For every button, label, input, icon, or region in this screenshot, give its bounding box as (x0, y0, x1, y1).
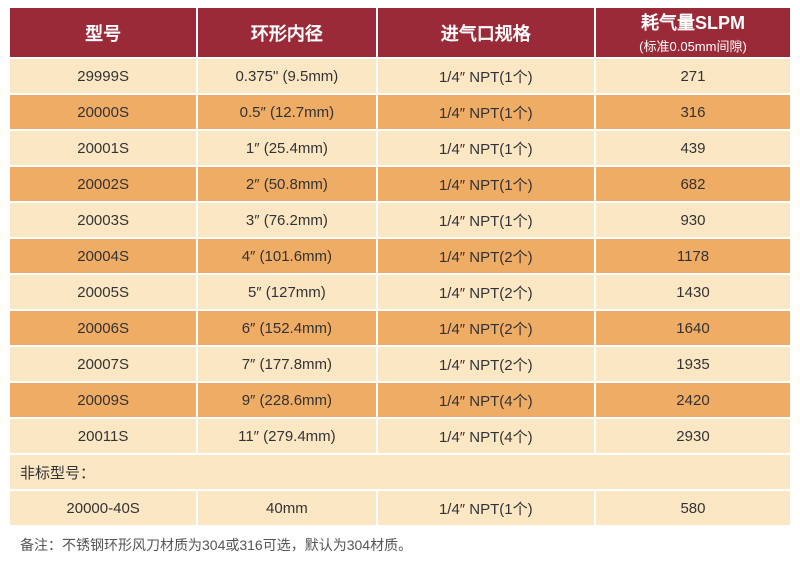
cell: 0.5″ (12.7mm) (197, 94, 376, 130)
cell: 11″ (279.4mm) (197, 418, 376, 454)
cell: 1/4″ NPT(1个) (377, 202, 595, 238)
cell: 1/4″ NPT(1个) (377, 166, 595, 202)
cell: 20002S (10, 166, 197, 202)
cell: 1935 (595, 346, 790, 382)
cell: 1/4″ NPT(4个) (377, 418, 595, 454)
cell: 0.375" (9.5mm) (197, 58, 376, 94)
cell: 580 (595, 490, 790, 526)
cell: 271 (595, 58, 790, 94)
cell: 1/4″ NPT(2个) (377, 238, 595, 274)
cell: 20006S (10, 310, 197, 346)
header-sublabel: (标准0.05mm间隙) (639, 39, 747, 54)
table-row: 20011S11″ (279.4mm)1/4″ NPT(4个)2930 (10, 418, 790, 454)
table-row: 20006S6″ (152.4mm)1/4″ NPT(2个)1640 (10, 310, 790, 346)
cell: 20001S (10, 130, 197, 166)
cell: 29999S (10, 58, 197, 94)
cell: 439 (595, 130, 790, 166)
cell: 316 (595, 94, 790, 130)
header-cell-inlet: 进气口规格 (377, 8, 595, 58)
cell: 3″ (76.2mm) (197, 202, 376, 238)
cell: 7″ (177.8mm) (197, 346, 376, 382)
cell: 9″ (228.6mm) (197, 382, 376, 418)
non-standard-label-row: 非标型号： (10, 454, 790, 490)
header-label: 耗气量SLPM (641, 13, 745, 33)
cell: 20000S (10, 94, 197, 130)
cell: 20005S (10, 274, 197, 310)
cell: 4″ (101.6mm) (197, 238, 376, 274)
header-label: 型号 (85, 24, 121, 44)
cell: 5″ (127mm) (197, 274, 376, 310)
cell: 682 (595, 166, 790, 202)
cell: 20007S (10, 346, 197, 382)
cell: 1/4″ NPT(2个) (377, 310, 595, 346)
cell: 1/4″ NPT(4个) (377, 382, 595, 418)
cell: 1/4″ NPT(2个) (377, 274, 595, 310)
table-body: 29999S0.375" (9.5mm)1/4″ NPT(1个)27120000… (10, 58, 790, 526)
table-row: 20001S1″ (25.4mm)1/4″ NPT(1个)439 (10, 130, 790, 166)
footnote: 备注：不锈钢环形风刀材质为304或316可选，默认为304材质。 (10, 527, 790, 559)
cell: 20000-40S (10, 490, 197, 526)
table-row: 20002S2″ (50.8mm)1/4″ NPT(1个)682 (10, 166, 790, 202)
non-standard-label: 非标型号： (10, 454, 790, 490)
cell: 20003S (10, 202, 197, 238)
table-row: 29999S0.375" (9.5mm)1/4″ NPT(1个)271 (10, 58, 790, 94)
spec-table-container: 型号 环形内径 进气口规格 耗气量SLPM (标准0.05mm间隙) 29999… (10, 8, 790, 559)
table-row: 20000-40S40mm1/4″ NPT(1个)580 (10, 490, 790, 526)
cell: 1178 (595, 238, 790, 274)
cell: 1/4″ NPT(1个) (377, 94, 595, 130)
cell: 1/4″ NPT(1个) (377, 130, 595, 166)
cell: 40mm (197, 490, 376, 526)
header-cell-consumption: 耗气量SLPM (标准0.05mm间隙) (595, 8, 790, 58)
cell: 20011S (10, 418, 197, 454)
cell: 1640 (595, 310, 790, 346)
cell: 1/4″ NPT(1个) (377, 490, 595, 526)
table-row: 20007S7″ (177.8mm)1/4″ NPT(2个)1935 (10, 346, 790, 382)
header-label: 进气口规格 (441, 24, 531, 44)
cell: 930 (595, 202, 790, 238)
cell: 2420 (595, 382, 790, 418)
table-row: 20005S5″ (127mm)1/4″ NPT(2个)1430 (10, 274, 790, 310)
table-row: 20009S9″ (228.6mm)1/4″ NPT(4个)2420 (10, 382, 790, 418)
cell: 6″ (152.4mm) (197, 310, 376, 346)
spec-table: 型号 环形内径 进气口规格 耗气量SLPM (标准0.05mm间隙) 29999… (10, 8, 790, 527)
cell: 1″ (25.4mm) (197, 130, 376, 166)
header-label: 环形内径 (251, 24, 323, 44)
cell: 20004S (10, 238, 197, 274)
cell: 1/4″ NPT(2个) (377, 346, 595, 382)
cell: 1430 (595, 274, 790, 310)
cell: 20009S (10, 382, 197, 418)
table-row: 20004S4″ (101.6mm)1/4″ NPT(2个)1178 (10, 238, 790, 274)
table-row: 20000S0.5″ (12.7mm)1/4″ NPT(1个)316 (10, 94, 790, 130)
table-row: 20003S3″ (76.2mm)1/4″ NPT(1个)930 (10, 202, 790, 238)
cell: 1/4″ NPT(1个) (377, 58, 595, 94)
header-row: 型号 环形内径 进气口规格 耗气量SLPM (标准0.05mm间隙) (10, 8, 790, 58)
header-cell-diameter: 环形内径 (197, 8, 376, 58)
header-cell-model: 型号 (10, 8, 197, 58)
cell: 2″ (50.8mm) (197, 166, 376, 202)
cell: 2930 (595, 418, 790, 454)
